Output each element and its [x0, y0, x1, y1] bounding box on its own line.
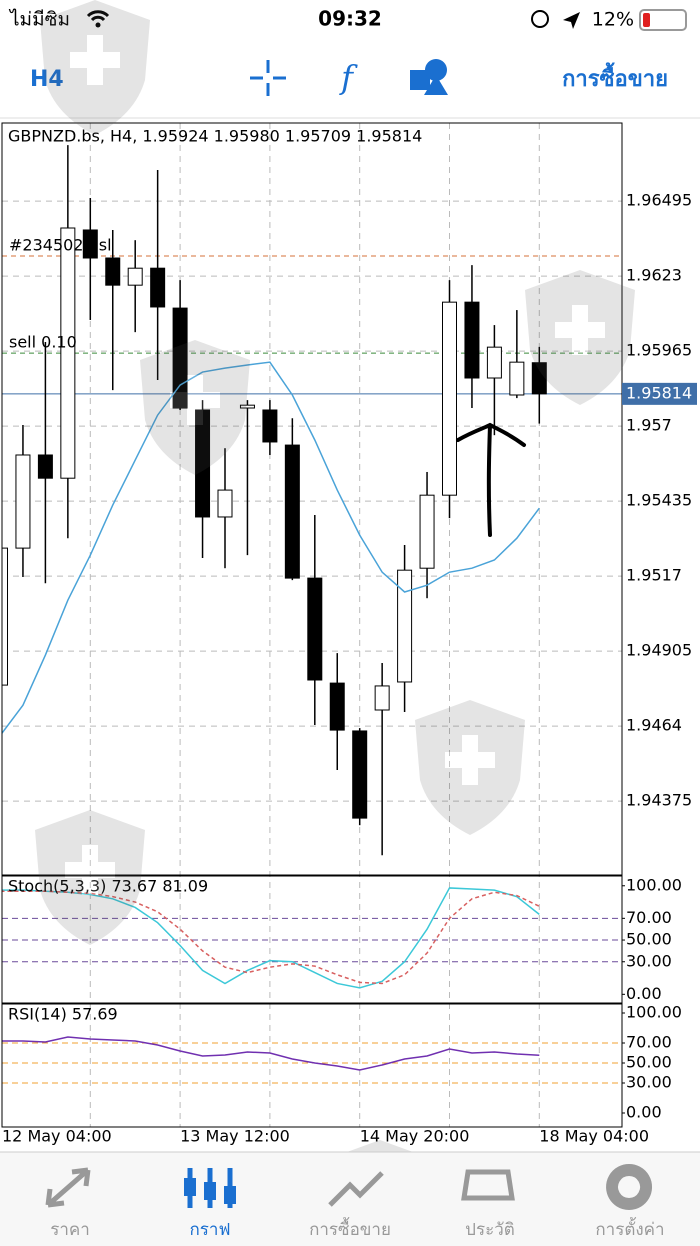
candle-body — [509, 361, 525, 396]
tab-bar — [0, 1152, 700, 1246]
candle-body — [195, 409, 211, 518]
last-price-box — [622, 382, 697, 405]
candle-body — [262, 409, 278, 443]
y-tick-label: 1.957 — [626, 416, 672, 435]
timeframe-button[interactable]: H4 — [30, 67, 64, 92]
y-tick-label: 1.94375 — [626, 791, 692, 810]
indicator-title: Stoch(5,3,3) 73.67 81.09 — [8, 877, 208, 896]
candle-body — [105, 257, 121, 286]
y-tick-label: 1.94905 — [626, 641, 692, 660]
indicator-line — [2, 887, 540, 989]
lock-icon — [531, 10, 549, 28]
indicator-title: RSI(14) 57.69 — [8, 1005, 118, 1024]
tabs: ราคา กราฟ การซื้อขาย ประวัติ การตั้งค่า — [45, 1164, 665, 1240]
wifi-icon — [95, 22, 101, 28]
y-tick-label: 1.9623 — [626, 266, 682, 285]
y-tick-label: 1.96495 — [626, 191, 692, 210]
candle-body — [397, 569, 413, 683]
tab-icon — [606, 1164, 653, 1210]
tab-icon — [204, 1182, 216, 1200]
indicator-line — [2, 890, 540, 985]
battery-percent: 12% — [592, 9, 634, 31]
y-tick-label: 1.95435 — [626, 491, 692, 510]
y-tick-label: 30.00 — [626, 951, 672, 970]
candle-body — [60, 227, 76, 479]
last-price-label: 1.95814 — [626, 383, 692, 402]
x-tick-label: 13 May 12:00 — [180, 1127, 290, 1146]
panel-frame — [1, 875, 623, 1004]
crosshair-button[interactable] — [250, 60, 286, 96]
panel-frame — [1, 122, 623, 876]
tab-icon — [224, 1186, 236, 1204]
candle-body — [464, 301, 480, 379]
plot — [2, 123, 622, 1127]
y-tick-label: 50.00 — [626, 1053, 672, 1072]
carrier: ไม่มีซิม — [8, 9, 70, 31]
wifi-icon — [86, 10, 110, 22]
y-tick-label: 0.00 — [626, 984, 662, 1003]
y-tick-label: 50.00 — [626, 930, 672, 949]
tab-icon — [328, 1171, 384, 1207]
y-tick-label: 100.00 — [626, 1003, 682, 1022]
tab-icon — [461, 1169, 515, 1201]
panel-frame — [1, 1003, 623, 1128]
y-tick-label: 1.9464 — [626, 716, 682, 735]
hand-drawn-arrow — [456, 422, 526, 537]
y-tick-label: 1.95965 — [626, 341, 692, 360]
candle-body — [307, 577, 323, 681]
y-tick-label: 0.00 — [626, 1103, 662, 1122]
candle-body — [374, 685, 390, 711]
candle-body — [442, 301, 457, 496]
location-icon — [563, 12, 580, 29]
x-tick-label: 18 May 04:00 — [539, 1127, 649, 1146]
candle-body — [15, 454, 31, 549]
x-tick-label: 14 May 20:00 — [360, 1127, 470, 1146]
candle-body — [352, 730, 368, 819]
candle-body — [127, 267, 143, 286]
candle-body — [329, 682, 345, 731]
candle-body — [217, 489, 233, 518]
indicator-line — [2, 1036, 540, 1071]
candle-body — [37, 454, 53, 479]
y-tick-label: 70.00 — [626, 1033, 672, 1052]
order-label: #2345025 sl — [9, 236, 112, 255]
battery-icon — [639, 9, 687, 31]
tab-label[interactable]: ราคา — [50, 1220, 90, 1240]
tab-icon — [45, 1167, 91, 1208]
tab-label[interactable]: กราฟ — [189, 1220, 230, 1240]
x-tick-label: 12 May 04:00 — [2, 1127, 112, 1146]
order-label: sell 0.10 — [9, 333, 77, 352]
tab-icon — [184, 1178, 196, 1196]
candle-body — [82, 229, 98, 259]
candle-body — [486, 346, 502, 379]
y-tick-label: 30.00 — [626, 1073, 672, 1092]
candle-body — [150, 267, 166, 308]
clock: 09:32 — [318, 7, 382, 31]
objects-button[interactable] — [410, 59, 448, 95]
candle-body — [239, 404, 255, 409]
moving-average — [2, 361, 540, 735]
tab-label[interactable]: การซื้อขาย — [309, 1217, 391, 1240]
battery-level — [643, 13, 650, 27]
chart-area: 1.96495 1.9623 1.95965 1.957 1.95435 1.9517 1.… — [1, 122, 697, 1146]
candle-body — [419, 494, 435, 569]
candle-body — [531, 362, 547, 395]
chart-title: GBPNZD.bs, H4, 1.95924 1.95980 1.95709 1… — [8, 127, 422, 146]
trade-button[interactable]: การซื้อขาย — [562, 62, 668, 92]
y-tick-label: 100.00 — [626, 875, 682, 894]
candle-body — [284, 444, 300, 579]
tab-label[interactable]: ประวัติ — [465, 1220, 515, 1240]
y-tick-label: 70.00 — [626, 908, 672, 927]
candle-body — [2, 547, 8, 686]
tab-label[interactable]: การตั้งค่า — [595, 1217, 664, 1240]
y-tick-label: 1.9517 — [626, 566, 682, 585]
